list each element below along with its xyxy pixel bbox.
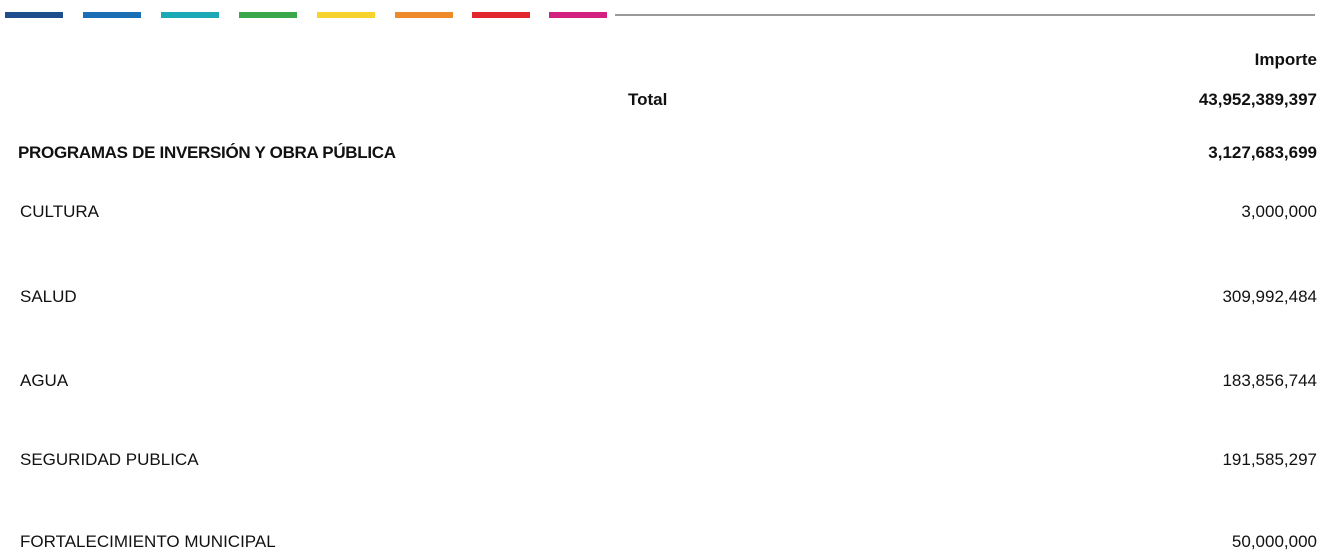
bar-segment <box>239 12 297 18</box>
row-label: FORTALECIMIENTO MUNICIPAL <box>20 532 276 551</box>
row-label: SALUD <box>20 287 77 306</box>
row-value: 3,000,000 <box>1241 202 1317 221</box>
row-value: 191,585,297 <box>1222 450 1317 469</box>
column-header: Importe <box>1254 50 1317 69</box>
total-value: 43,952,389,397 <box>1198 90 1317 109</box>
row-value: 183,856,744 <box>1222 371 1317 390</box>
bar-segment <box>83 12 141 18</box>
row-label: SEGURIDAD PUBLICA <box>20 450 199 469</box>
group-label: PROGRAMAS DE INVERSIÓN Y OBRA PÚBLICA <box>18 143 396 162</box>
row-label: CULTURA <box>20 202 100 221</box>
row-label: AGUA <box>20 371 69 390</box>
bar-segment <box>472 12 530 18</box>
row-value: 50,000,000 <box>1231 532 1317 551</box>
bar-segment <box>317 12 375 18</box>
group-value: 3,127,683,699 <box>1208 143 1317 162</box>
total-label: Total <box>628 90 668 109</box>
row-value: 309,992,484 <box>1222 287 1317 306</box>
bar-segment <box>549 12 607 18</box>
bar-segment <box>161 12 219 18</box>
divider-line <box>615 14 1315 16</box>
bar-segment <box>395 12 453 18</box>
bar-segment <box>5 12 63 18</box>
